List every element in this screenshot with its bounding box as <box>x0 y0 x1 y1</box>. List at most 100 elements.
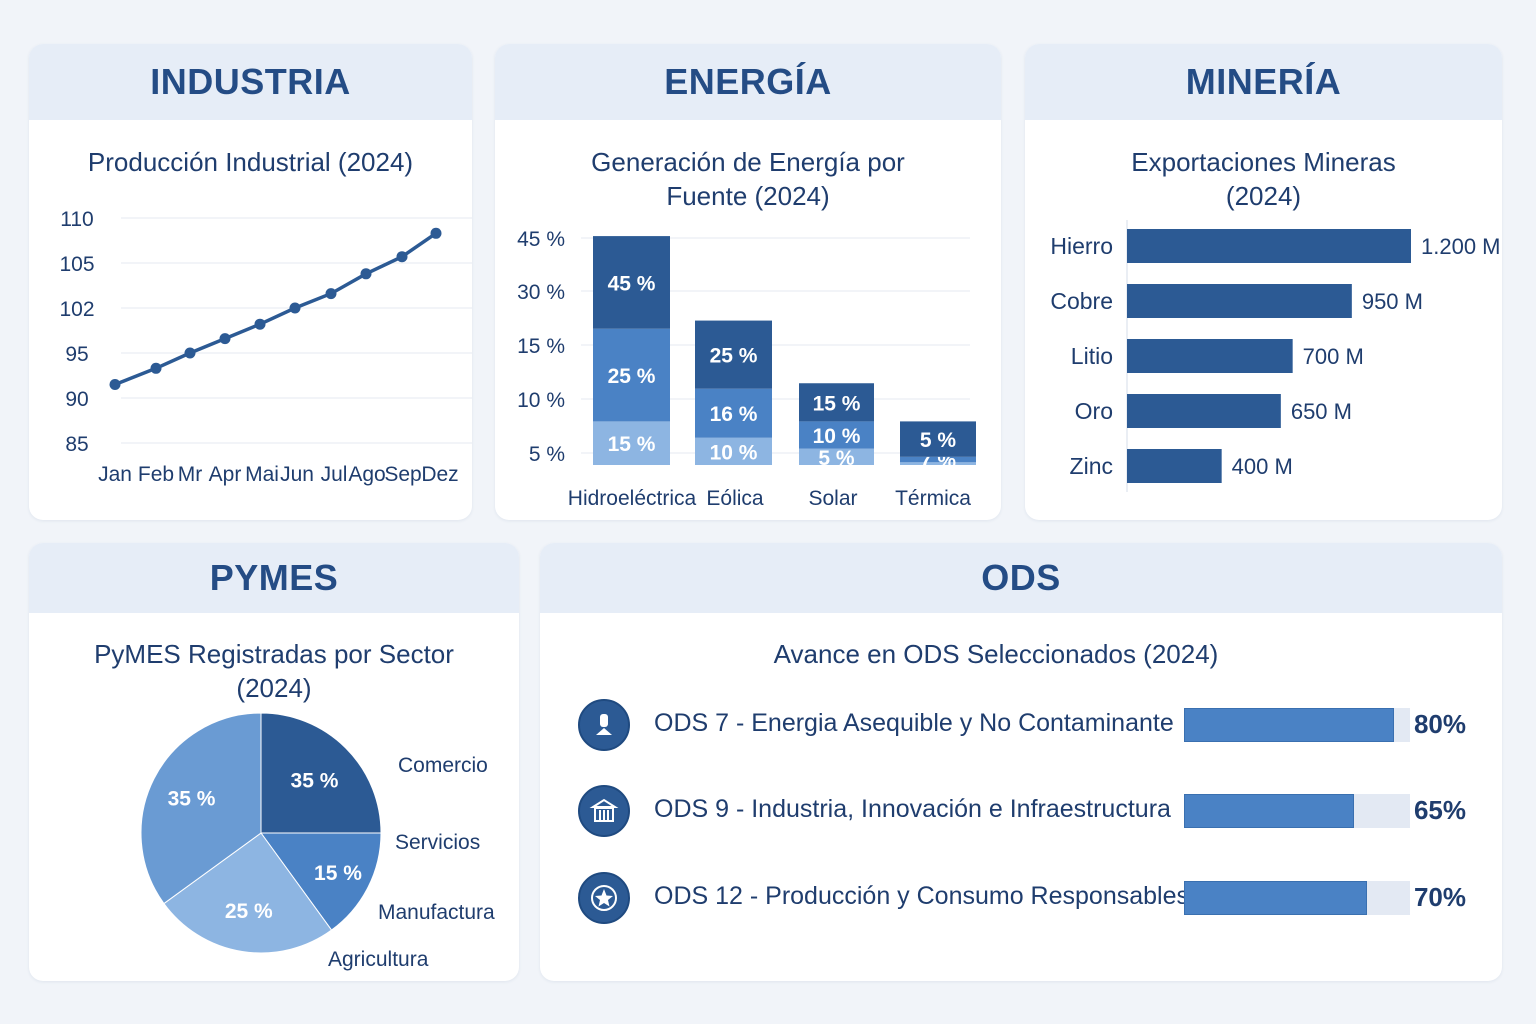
data-point <box>360 268 372 280</box>
ods-row: ODS 7 - Energia Asequible y No Contamina… <box>540 699 1502 755</box>
bar-segment <box>799 383 874 422</box>
ods-progress-fill <box>1184 881 1368 915</box>
data-label: 5 % <box>920 429 957 452</box>
bar <box>1127 339 1293 373</box>
pie-slice <box>163 832 333 954</box>
ods-row: ODS 12 - Producción y Consumo Responsabl… <box>540 872 1502 928</box>
x-tick-label: Feb <box>138 463 174 486</box>
recycle-star-icon <box>578 872 630 924</box>
bar-segment <box>593 328 670 422</box>
x-tick-label: Jul <box>321 463 348 486</box>
x-tick-label: Dez <box>421 463 458 486</box>
data-point <box>219 333 231 345</box>
y-category-label: Hierro <box>1050 233 1113 259</box>
sector-label: Agricultura <box>328 948 429 971</box>
data-label: 10 % <box>710 441 758 464</box>
ods-item-label: ODS 12 - Producción y Consumo Responsabl… <box>654 882 1189 910</box>
y-tick-label: 85 <box>65 433 88 456</box>
pymes-chart-title: PyMES Registradas por Sector (2024) <box>94 639 454 703</box>
data-label: 25 % <box>608 365 656 388</box>
bar-segment <box>695 320 772 389</box>
data-label: 650 M <box>1291 399 1352 424</box>
bar <box>1127 284 1352 318</box>
energia-header: ENERGÍA <box>495 44 1001 120</box>
ods-progress-track <box>1184 881 1410 915</box>
data-point <box>184 347 196 359</box>
data-point <box>430 227 442 239</box>
bar-segment <box>799 448 874 465</box>
slice-label: 35 % <box>168 788 216 811</box>
mineria-panel: MINERÍA Exportaciones Mineras (2024) Hie… <box>1025 44 1502 520</box>
y-tick-label: 102 <box>59 298 94 321</box>
data-label: 10 % <box>813 425 861 448</box>
series-line <box>114 231 437 387</box>
sector-label: Servicios <box>395 831 480 854</box>
mineria-header: MINERÍA <box>1025 44 1502 120</box>
bar <box>1127 394 1281 428</box>
industria-chart-title: Producción Industrial (2024) <box>87 147 414 177</box>
data-point <box>289 302 301 314</box>
bar-segment <box>695 388 772 438</box>
ods-item-label: ODS 9 - Industria, Innovación e Infraest… <box>654 795 1171 823</box>
building-icon <box>578 785 630 837</box>
y-tick-label: 5 % <box>529 443 565 466</box>
x-tick-label: Hidroeléctrica <box>568 487 697 510</box>
x-tick-label: Solar <box>808 487 857 510</box>
data-label: 15 % <box>813 392 861 415</box>
pymes-header: PYMES <box>29 543 519 613</box>
y-tick-label: 45 % <box>517 228 565 251</box>
y-tick-label: 90 <box>65 388 88 411</box>
y-tick-label: 105 <box>59 253 94 276</box>
y-tick-label: 95 <box>65 343 88 366</box>
ods-percent: 70% <box>1413 882 1466 912</box>
data-label: 45 % <box>608 272 656 295</box>
data-point <box>325 288 337 300</box>
data-point <box>150 362 162 374</box>
data-label: 15 % <box>608 433 656 456</box>
data-label: 950 M <box>1362 289 1423 314</box>
bar-segment <box>900 421 976 457</box>
mineria-horizontal-bar-chart: Hierro 1.200 M Cobre 950 M Litio 700 M Oro 650 … <box>1050 220 1501 492</box>
industria-line-chart: 110 105 102 95 90 85 Jan Feb Mr Apr Mai Jun Jul AgoSe… <box>59 208 472 486</box>
x-tick-label: Ago <box>348 463 385 486</box>
y-tick-label: 110 <box>60 208 93 231</box>
mineria-chart-title: Exportaciones Mineras (2024) <box>1131 147 1396 211</box>
data-label: 5 % <box>818 447 855 470</box>
data-label: 16 % <box>710 403 758 426</box>
industria-header: INDUSTRIA <box>29 44 472 120</box>
pie-slice <box>260 832 382 931</box>
pie-slice <box>140 712 262 905</box>
bar <box>1127 229 1411 263</box>
x-tick-label: Eólica <box>706 487 764 510</box>
bar-segment <box>900 462 976 465</box>
bar-segment <box>695 437 772 465</box>
slice-label: 35 % <box>291 770 339 793</box>
x-tick-label: Sep <box>384 463 421 486</box>
data-label: 1.200 M <box>1421 234 1501 259</box>
energia-chart-title: Generación de Energía por Fuente (2024) <box>591 147 905 211</box>
ods-item-label: ODS 7 - Energia Asequible y No Contamina… <box>654 709 1174 737</box>
data-label: 25 % <box>710 345 758 368</box>
pymes-pie-chart: 35 % 15 % 25 % 35 % Comercio Servicios Manufac… <box>140 712 495 971</box>
slice-label: 15 % <box>314 862 362 885</box>
data-point <box>109 379 121 390</box>
data-point <box>254 318 266 330</box>
ods-header: ODS <box>540 543 1502 613</box>
y-category-label: Zinc <box>1070 453 1113 479</box>
y-category-label: Oro <box>1075 398 1113 424</box>
ods-percent: 80% <box>1413 709 1466 739</box>
x-tick-label: Apr <box>209 463 242 486</box>
x-tick-label: Jan <box>98 463 132 486</box>
x-tick-label: Térmica <box>895 487 971 510</box>
pie-slice <box>260 712 382 834</box>
sector-label: Manufactura <box>378 901 495 924</box>
x-tick-label: Mai <box>245 463 279 486</box>
ods-panel: ODS Avance en ODS Seleccionados (2024) O… <box>540 543 1502 981</box>
bar-segment <box>593 421 670 465</box>
ods-progress-track <box>1184 794 1410 828</box>
x-tick-label: Mr <box>178 463 203 486</box>
ods-progress-fill <box>1184 794 1355 828</box>
slice-label: 25 % <box>225 900 273 923</box>
ods-progress-track <box>1184 708 1410 742</box>
y-tick-label: 10 % <box>517 389 565 412</box>
